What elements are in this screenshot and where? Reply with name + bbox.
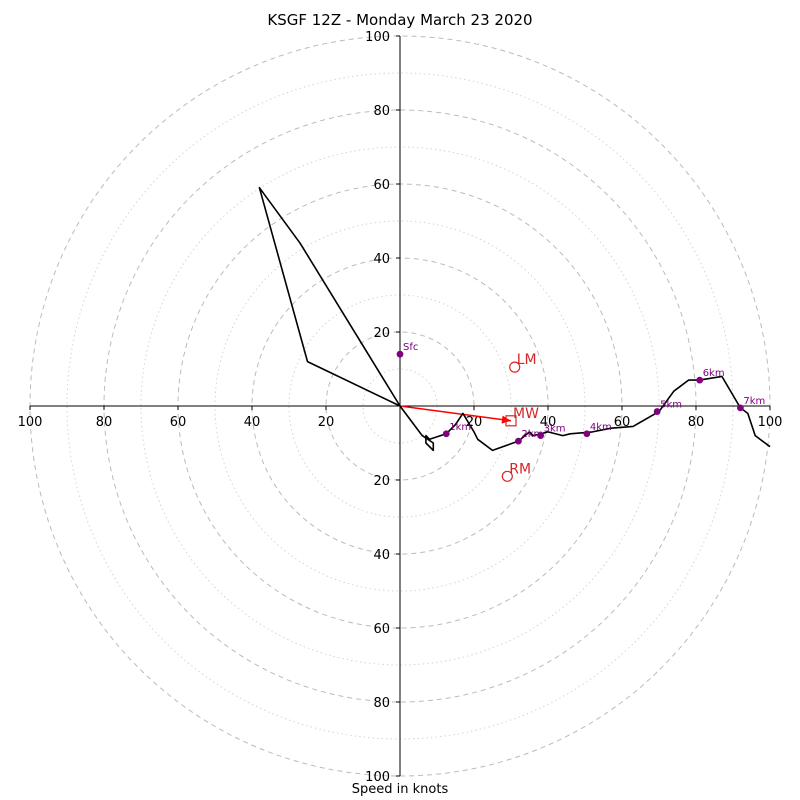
x-tick-label: 80	[96, 415, 113, 430]
height-label-4km: 4km	[590, 422, 612, 433]
hodograph-line	[258, 186, 771, 452]
y-tick-label: 60	[373, 622, 390, 637]
motion-marker-rm	[501, 470, 513, 482]
y-tick-label: 20	[373, 474, 390, 489]
height-marker-6km	[696, 376, 704, 384]
x-tick-label: 40	[244, 415, 261, 430]
y-tick-label: 80	[373, 104, 390, 119]
height-label-2km: 2km	[521, 429, 543, 440]
height-label-sfc: Sfc	[403, 342, 418, 353]
x-tick-label: 100	[758, 415, 783, 430]
x-tick-label: 20	[318, 415, 335, 430]
tick-labels: 100 80 60 40 20 20 40 60 80 100100806040202040608…	[18, 30, 783, 785]
height-marker-5km	[653, 408, 661, 415]
y-tick-label: 20	[373, 326, 390, 341]
height-marker-4km	[583, 430, 591, 438]
x-tick-label: 40	[540, 415, 557, 430]
height-label-5km: 5km	[660, 400, 682, 411]
height-label-7km: 7km	[743, 396, 765, 407]
height-marker-2km	[515, 437, 522, 445]
height-marker-3km	[537, 432, 544, 439]
height-marker-1km	[442, 430, 450, 438]
chart-title: KSGF 12Z - Monday March 23 2020	[267, 11, 533, 29]
height-label-6km: 6km	[703, 368, 725, 379]
motion-marker-lm	[509, 361, 521, 373]
x-tick-label: 60	[170, 415, 187, 430]
y-tick-label: 40	[373, 548, 390, 563]
y-tick-label: 60	[373, 178, 390, 193]
y-tick-label: 100	[365, 770, 390, 785]
y-tick-label: 40	[373, 252, 390, 267]
storm-motion-markers: LM RM MW	[501, 352, 539, 482]
x-axis-label: Speed in knots	[351, 782, 449, 797]
height-label-3km: 3km	[544, 424, 566, 435]
mean-wind-arrow	[399, 405, 512, 422]
motion-marker-mw	[505, 415, 517, 427]
x-tick-label: 100	[18, 415, 43, 430]
x-tick-label: 80	[688, 415, 705, 430]
height-marker-7km	[737, 404, 744, 412]
motion-label-mw: MW	[513, 406, 539, 422]
motion-label-lm: LM	[517, 352, 537, 368]
y-tick-label: 100	[365, 30, 390, 45]
motion-label-rm: RM	[509, 461, 531, 477]
height-label-1km: 1km	[449, 422, 471, 433]
height-marker-sfc	[396, 350, 404, 358]
y-tick-label: 80	[373, 696, 390, 711]
